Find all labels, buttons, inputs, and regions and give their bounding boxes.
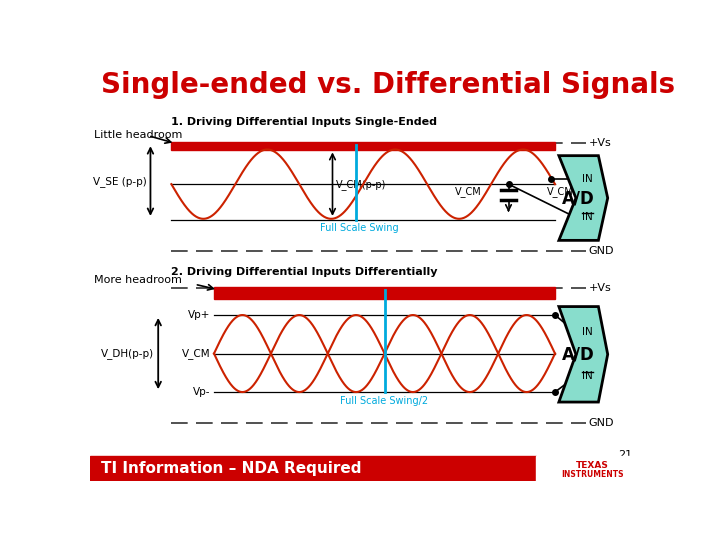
Text: INSTRUMENTS: INSTRUMENTS [561, 470, 624, 479]
Text: IN: IN [582, 213, 593, 222]
Text: Full Scale Swing/2: Full Scale Swing/2 [341, 396, 428, 406]
Text: GND: GND [588, 246, 614, 256]
Polygon shape [559, 307, 608, 402]
Text: Vp-: Vp- [193, 387, 210, 397]
Text: Full Scale Swing: Full Scale Swing [320, 224, 399, 233]
Text: Little headroom: Little headroom [94, 130, 182, 140]
Text: A/D: A/D [562, 345, 595, 363]
Text: 2. Driving Differential Inputs Differentially: 2. Driving Differential Inputs Different… [171, 267, 438, 276]
Text: More headroom: More headroom [94, 275, 181, 285]
Text: Single-ended vs. Differential Signals: Single-ended vs. Differential Signals [101, 71, 675, 99]
Text: V_DH(p-p): V_DH(p-p) [102, 348, 154, 359]
Text: IN: IN [582, 327, 593, 338]
Text: 21: 21 [618, 450, 632, 460]
Text: TI Information – NDA Required: TI Information – NDA Required [101, 461, 361, 476]
Polygon shape [559, 156, 608, 240]
Bar [536, 456, 648, 481]
Text: V_CM: V_CM [547, 186, 574, 197]
Text: Vp+: Vp+ [188, 310, 210, 320]
Text: TEXAS: TEXAS [576, 461, 608, 470]
Text: 1. Driving Differential Inputs Single-Ended: 1. Driving Differential Inputs Single-En… [171, 117, 437, 127]
Text: V_CM: V_CM [454, 186, 482, 197]
Text: V_CM(p-p): V_CM(p-p) [336, 179, 386, 190]
Text: A/D: A/D [562, 189, 595, 207]
Text: GND: GND [588, 418, 614, 428]
Text: +Vs: +Vs [588, 283, 611, 293]
Text: +Vs: +Vs [588, 138, 611, 149]
Text: V_SE (p-p): V_SE (p-p) [93, 176, 147, 186]
Bar [171, 142, 555, 150]
Text: V_CM: V_CM [181, 348, 210, 359]
Text: IN: IN [582, 372, 593, 381]
Bar [90, 456, 536, 481]
Bar [214, 287, 555, 299]
Text: IN: IN [582, 173, 593, 184]
